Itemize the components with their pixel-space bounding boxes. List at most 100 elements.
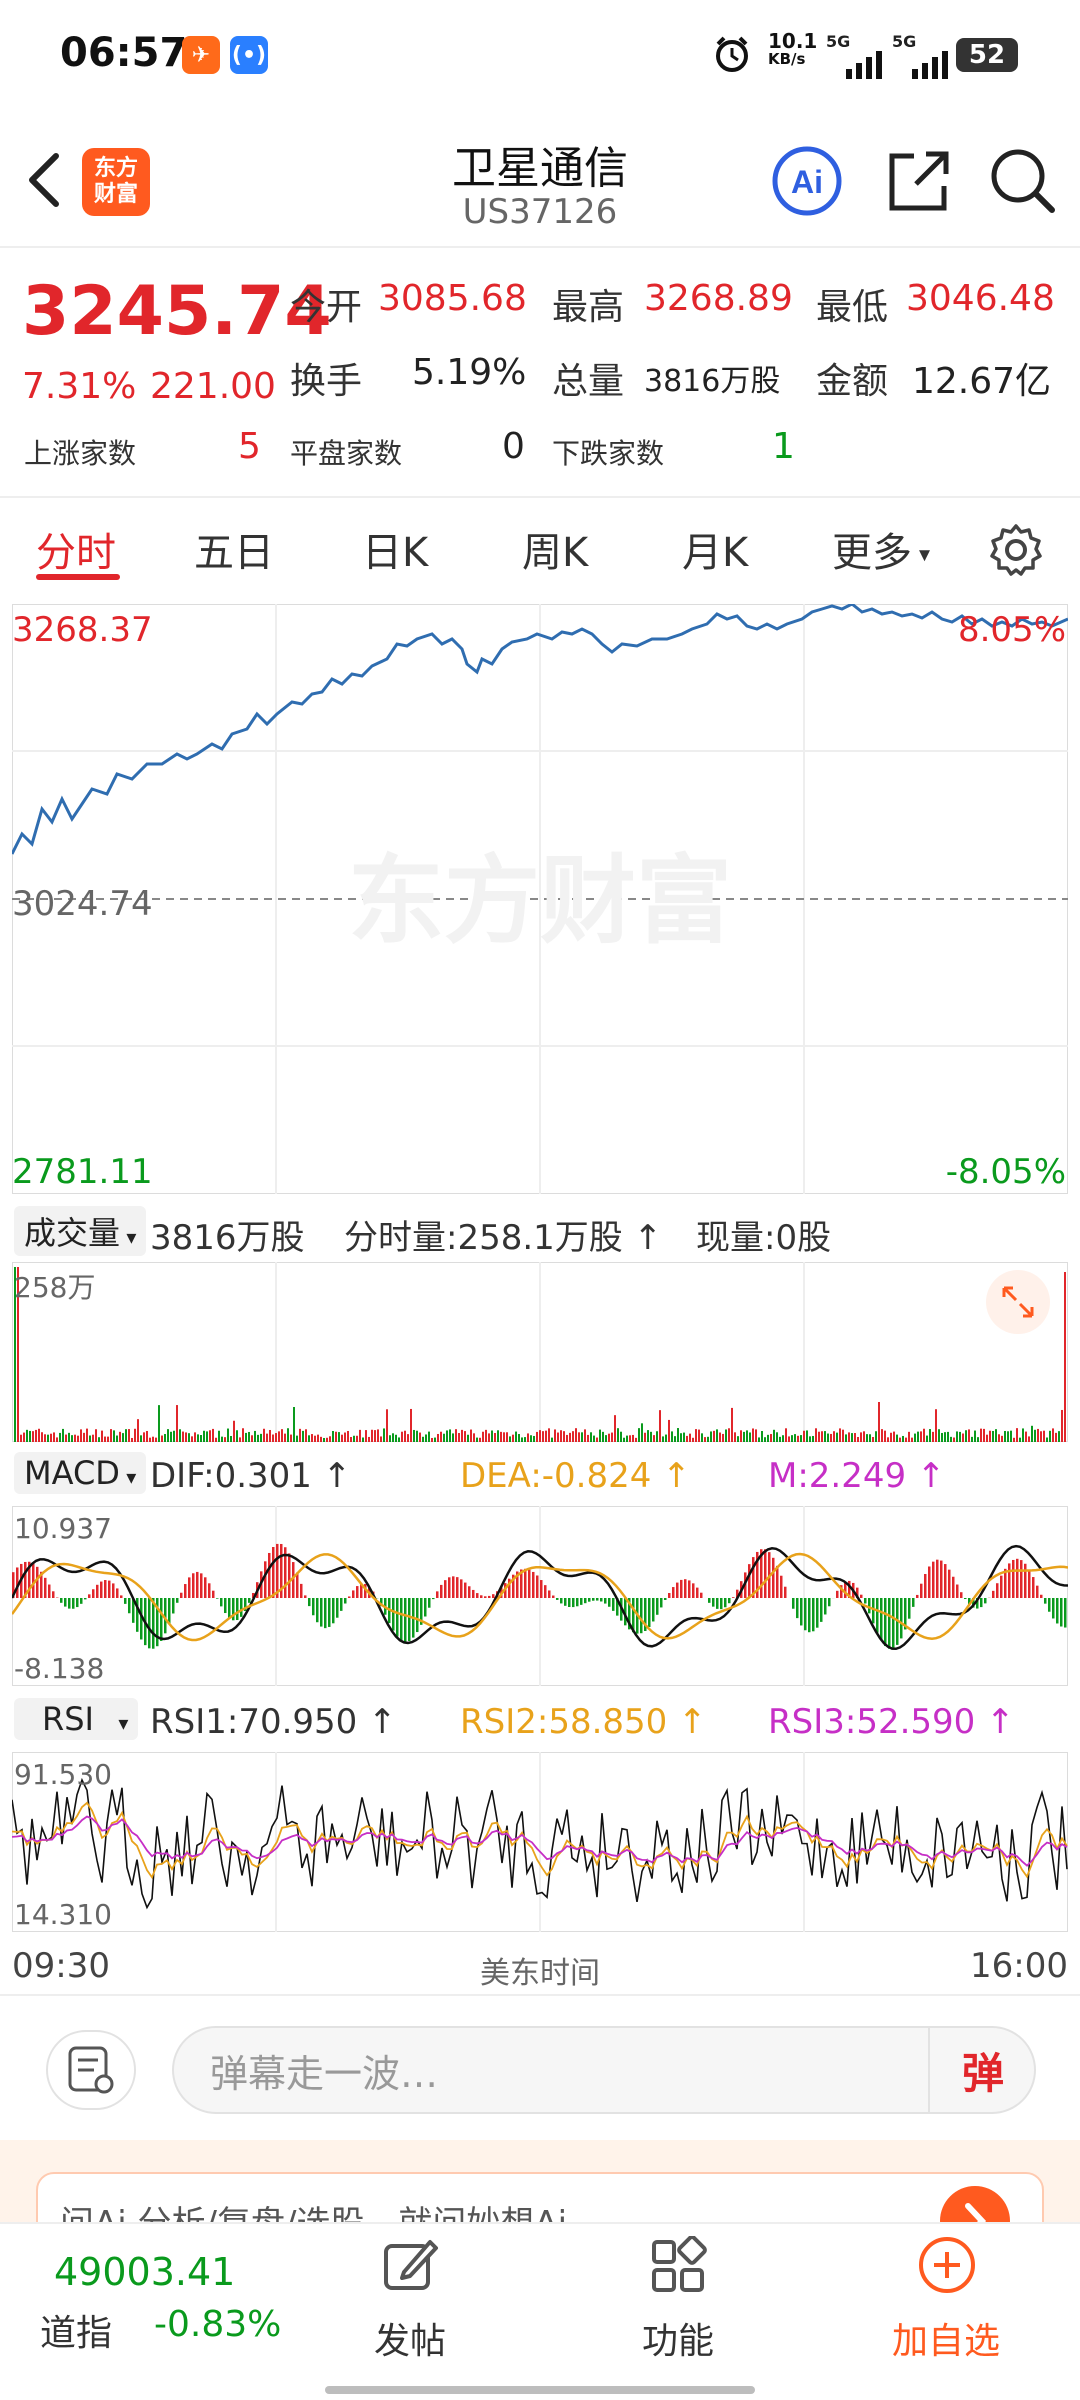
tab-active-indicator bbox=[36, 574, 120, 580]
volume-bar bbox=[461, 1429, 463, 1442]
volume-bar bbox=[899, 1437, 901, 1442]
volume-bar bbox=[734, 1432, 736, 1442]
post-button-label[interactable]: 发帖 bbox=[374, 2321, 447, 2362]
macd-bar bbox=[192, 1573, 195, 1598]
tab-weekly[interactable]: 周K bbox=[522, 530, 589, 576]
macd-bar bbox=[980, 1598, 983, 1608]
macd-bar bbox=[160, 1598, 163, 1641]
macd-bar bbox=[288, 1553, 291, 1598]
volume-bar bbox=[590, 1432, 592, 1442]
volume-bar bbox=[407, 1434, 409, 1442]
macd-bar bbox=[964, 1598, 967, 1600]
flat-count: 0 bbox=[502, 426, 525, 467]
add-watchlist-label[interactable]: 加自选 bbox=[892, 2321, 1001, 2362]
volume-bar bbox=[953, 1437, 955, 1442]
volume-bar bbox=[512, 1434, 514, 1442]
volume-bar bbox=[143, 1432, 145, 1442]
macd-bar bbox=[444, 1580, 447, 1598]
macd-bar bbox=[36, 1566, 39, 1598]
index-name[interactable]: 道指 bbox=[40, 2313, 113, 2354]
macd-bar bbox=[616, 1598, 619, 1616]
time-axis-end: 16:00 bbox=[970, 1946, 1068, 1986]
macd-bar bbox=[284, 1547, 287, 1598]
macd-bar bbox=[684, 1579, 687, 1598]
macd-bar bbox=[48, 1584, 51, 1598]
macd-bar bbox=[460, 1579, 463, 1598]
macd-bar bbox=[612, 1598, 615, 1611]
macd-bar bbox=[900, 1598, 903, 1639]
danmu-send-button[interactable]: 弹 bbox=[928, 2026, 1036, 2114]
volume-bar bbox=[896, 1434, 898, 1442]
volume-bar bbox=[521, 1437, 523, 1442]
volume-bar bbox=[500, 1431, 502, 1442]
tab-daily[interactable]: 日K bbox=[362, 530, 429, 576]
volume-chart[interactable] bbox=[12, 1262, 1068, 1442]
danmu-settings-button[interactable] bbox=[46, 2030, 136, 2110]
macd-bar bbox=[448, 1577, 451, 1598]
macd-bar bbox=[124, 1598, 127, 1604]
post-icon[interactable] bbox=[380, 2236, 440, 2296]
volume-bar bbox=[482, 1431, 484, 1442]
rsi-selector[interactable]: RSI ▾ bbox=[14, 1698, 139, 1740]
macd-bar bbox=[184, 1584, 187, 1598]
macd-bar bbox=[868, 1598, 871, 1614]
expand-button[interactable] bbox=[986, 1270, 1050, 1334]
macd-bar bbox=[180, 1592, 183, 1598]
search-icon[interactable] bbox=[988, 146, 1058, 216]
volume-bar bbox=[227, 1428, 229, 1442]
share-icon[interactable] bbox=[884, 146, 954, 216]
ai-button[interactable]: Ai bbox=[772, 146, 842, 216]
macd-bar bbox=[676, 1582, 679, 1598]
macd-bar bbox=[592, 1598, 595, 1601]
tab-more[interactable]: 更多 ▾ bbox=[832, 530, 931, 576]
rsi-chart[interactable] bbox=[12, 1752, 1068, 1932]
add-watchlist-icon[interactable] bbox=[916, 2234, 978, 2296]
macd-bar bbox=[456, 1577, 459, 1598]
back-arrow-icon[interactable] bbox=[22, 150, 66, 210]
volume-bar bbox=[488, 1433, 490, 1442]
functions-grid-icon[interactable] bbox=[648, 2236, 708, 2296]
macd-bar bbox=[320, 1598, 323, 1627]
macd-bar bbox=[728, 1598, 731, 1604]
macd-bar bbox=[408, 1598, 411, 1641]
volume-bar bbox=[155, 1437, 157, 1442]
macd-histogram bbox=[12, 1543, 1067, 1649]
functions-button-label[interactable]: 功能 bbox=[642, 2321, 715, 2362]
intraday-price-chart[interactable]: 东方财富 bbox=[12, 604, 1068, 1194]
volume-bar bbox=[752, 1428, 754, 1442]
volume-bar bbox=[974, 1430, 976, 1442]
volume-bar bbox=[293, 1407, 295, 1442]
index-change[interactable]: -0.83% bbox=[154, 2304, 282, 2345]
tab-5day[interactable]: 五日 bbox=[194, 530, 274, 576]
volume-bar bbox=[320, 1436, 322, 1442]
macd-bar bbox=[924, 1573, 927, 1598]
tab-intraday[interactable]: 分时 bbox=[36, 530, 116, 576]
rsi-axis-max: 91.530 bbox=[14, 1758, 112, 1791]
volume-selector[interactable]: 成交量 ▾ bbox=[14, 1206, 147, 1256]
macd-bar bbox=[828, 1598, 831, 1607]
volume-bar bbox=[47, 1434, 49, 1442]
volume-bar bbox=[56, 1437, 58, 1442]
settings-gear-icon[interactable] bbox=[988, 522, 1044, 578]
macd-bar bbox=[252, 1592, 255, 1598]
app-logo: 东方 财富 bbox=[82, 148, 150, 216]
volume-bar bbox=[797, 1435, 799, 1442]
macd-bar bbox=[892, 1598, 895, 1649]
danmu-input[interactable]: 弹幕走一波… bbox=[172, 2026, 1036, 2114]
volume-bar bbox=[788, 1436, 790, 1442]
tab-monthly[interactable]: 月K bbox=[682, 530, 749, 576]
macd-chart[interactable] bbox=[12, 1506, 1068, 1686]
volume-bar bbox=[608, 1433, 610, 1442]
macd-bar bbox=[948, 1569, 951, 1598]
macd-bar bbox=[468, 1586, 471, 1598]
macd-bar bbox=[800, 1598, 803, 1626]
macd-selector[interactable]: MACD ▾ bbox=[14, 1452, 147, 1494]
volume-bar bbox=[131, 1437, 133, 1442]
index-value[interactable]: 49003.41 bbox=[54, 2250, 236, 2294]
signal-icon bbox=[912, 51, 948, 79]
home-indicator[interactable] bbox=[325, 2386, 755, 2394]
volume-bar bbox=[866, 1434, 868, 1442]
volume-bar bbox=[659, 1410, 661, 1442]
volume-bar bbox=[950, 1436, 952, 1442]
volume-bar bbox=[347, 1430, 349, 1442]
